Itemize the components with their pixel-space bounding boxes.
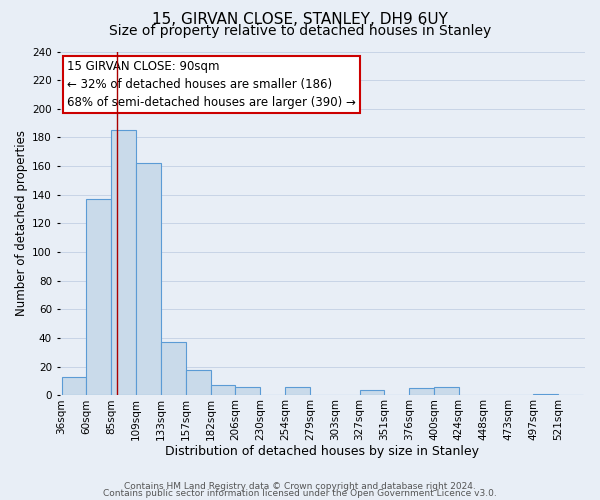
Bar <box>136 164 161 396</box>
Bar <box>111 130 136 396</box>
Bar <box>186 370 211 396</box>
X-axis label: Distribution of detached houses by size in Stanley: Distribution of detached houses by size … <box>165 444 479 458</box>
Bar <box>211 386 235 396</box>
Bar <box>62 377 86 396</box>
Bar <box>409 388 434 396</box>
Text: Contains public sector information licensed under the Open Government Licence v3: Contains public sector information licen… <box>103 490 497 498</box>
Text: 15 GIRVAN CLOSE: 90sqm
← 32% of detached houses are smaller (186)
68% of semi-de: 15 GIRVAN CLOSE: 90sqm ← 32% of detached… <box>67 60 356 109</box>
Bar <box>359 390 385 396</box>
Bar <box>161 342 186 396</box>
Bar <box>533 394 558 396</box>
Text: Contains HM Land Registry data © Crown copyright and database right 2024.: Contains HM Land Registry data © Crown c… <box>124 482 476 491</box>
Bar <box>285 387 310 396</box>
Text: 15, GIRVAN CLOSE, STANLEY, DH9 6UY: 15, GIRVAN CLOSE, STANLEY, DH9 6UY <box>152 12 448 28</box>
Bar <box>434 387 459 396</box>
Bar <box>86 199 111 396</box>
Bar <box>235 387 260 396</box>
Text: Size of property relative to detached houses in Stanley: Size of property relative to detached ho… <box>109 24 491 38</box>
Y-axis label: Number of detached properties: Number of detached properties <box>15 130 28 316</box>
